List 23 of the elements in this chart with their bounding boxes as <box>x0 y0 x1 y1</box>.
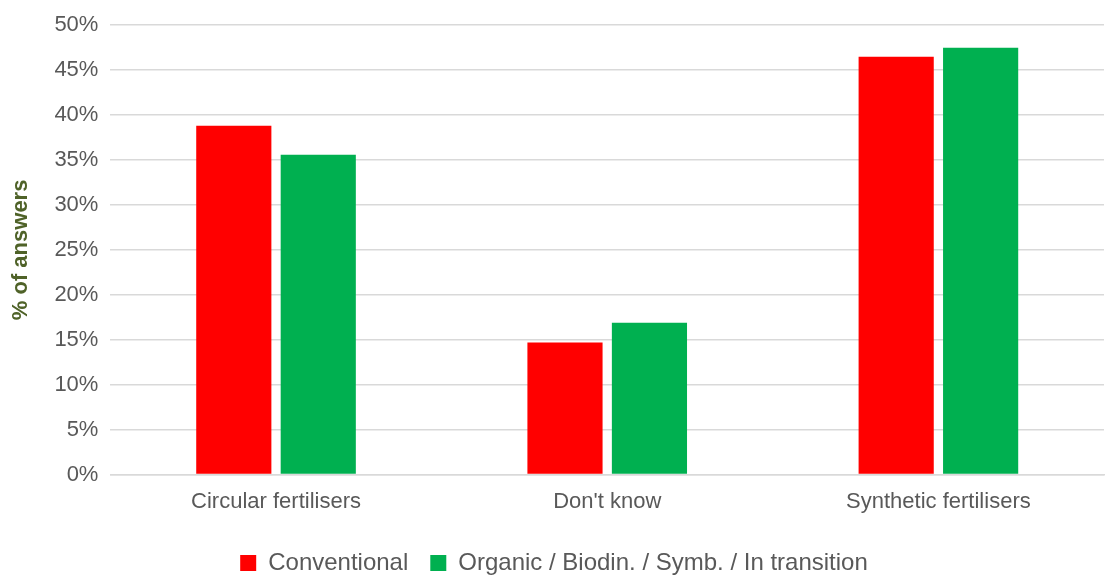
y-tick-label: 5% <box>66 415 99 441</box>
legend-label: Organic / Biodin. / Symb. / In transition <box>458 547 868 575</box>
x-tick-label: Circular fertilisers <box>191 487 361 513</box>
y-axis-title: % of answers <box>7 179 33 321</box>
y-tick-label: 45% <box>54 56 99 82</box>
x-tick-label: Don't know <box>553 487 662 513</box>
bar <box>858 56 934 474</box>
y-tick-label: 50% <box>54 11 99 37</box>
y-tick-label: 25% <box>54 235 99 261</box>
bar <box>527 342 603 474</box>
y-tick-label: 20% <box>54 280 99 306</box>
x-tick-label: Synthetic fertilisers <box>846 487 1031 513</box>
bar <box>196 125 272 474</box>
y-tick-label: 40% <box>54 101 99 127</box>
bar <box>943 47 1019 474</box>
bar <box>280 154 356 474</box>
y-tick-label: 10% <box>54 370 99 396</box>
y-tick-label: 30% <box>54 191 99 217</box>
legend-label: Conventional <box>268 547 409 575</box>
y-tick-label: 0% <box>66 460 99 486</box>
y-tick-label: 15% <box>54 325 99 351</box>
bar <box>611 322 688 474</box>
y-tick-label: 35% <box>54 146 99 172</box>
